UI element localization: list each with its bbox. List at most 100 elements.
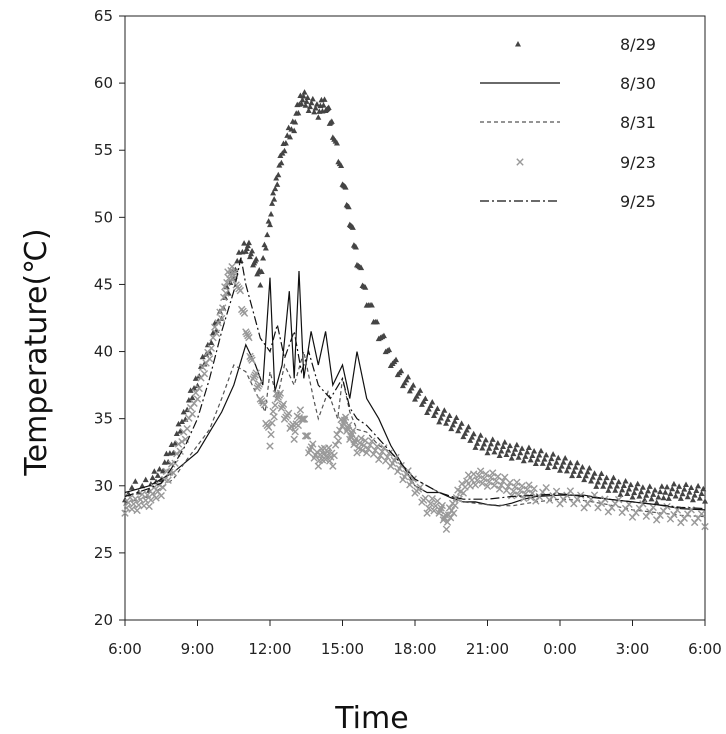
data-point: [483, 482, 492, 491]
data-point: [270, 413, 278, 421]
data-point: [600, 483, 607, 489]
data-point: [695, 482, 702, 489]
data-point: [586, 464, 593, 471]
data-point: [648, 495, 655, 502]
data-point: [320, 102, 327, 108]
data-point: [253, 255, 260, 262]
legend-item: 8/29: [515, 35, 656, 54]
data-point: [492, 477, 500, 485]
data-point: [572, 464, 579, 470]
data-point: [300, 93, 307, 99]
data-point: [614, 495, 623, 504]
data-point: [309, 440, 317, 448]
data-point: [294, 421, 303, 430]
data-point: [664, 483, 671, 490]
data-point: [301, 89, 308, 95]
data-point: [655, 494, 662, 500]
data-point: [663, 502, 671, 511]
data-point: [154, 472, 161, 478]
data-point: [425, 504, 433, 513]
data-point: [550, 451, 557, 457]
data-point: [642, 512, 651, 520]
data-point: [362, 449, 371, 457]
data-point: [349, 224, 356, 230]
data-point: [240, 309, 249, 317]
data-point: [674, 488, 681, 494]
data-point: [462, 430, 469, 436]
data-point: [330, 451, 338, 460]
data-point: [292, 118, 299, 125]
data-point: [255, 380, 263, 388]
data-point: [520, 457, 527, 464]
data-point: [442, 525, 451, 533]
data-point: [174, 440, 183, 448]
data-point: [124, 499, 133, 507]
data-point: [152, 494, 160, 502]
data-point: [490, 481, 499, 490]
data-point: [374, 318, 381, 325]
data-point: [660, 494, 667, 501]
y-tick-label: 35: [94, 410, 113, 428]
data-point: [501, 439, 508, 445]
series-line: [124, 257, 706, 510]
data-point: [681, 486, 688, 492]
data-point: [345, 203, 352, 210]
data-point: [180, 408, 187, 415]
data-point: [659, 507, 668, 515]
data-point: [193, 395, 202, 403]
data-point: [475, 436, 482, 442]
data-point: [649, 503, 657, 512]
data-point: [555, 454, 562, 461]
data-point: [636, 493, 643, 499]
data-point: [496, 452, 503, 458]
data-point: [368, 301, 375, 308]
data-point: [418, 401, 425, 407]
data-point: [577, 468, 584, 474]
data-point: [673, 506, 682, 514]
data-point: [581, 476, 588, 483]
data-point: [487, 440, 494, 447]
data-point: [173, 430, 180, 437]
data-point: [268, 419, 276, 427]
data-point: [475, 471, 483, 480]
data-point: [467, 437, 474, 443]
data-point: [702, 498, 708, 504]
data-point: [121, 509, 129, 517]
data-point: [598, 470, 605, 477]
data-point: [403, 376, 410, 383]
data-point: [446, 412, 453, 419]
data-point: [441, 407, 448, 413]
data-point: [248, 250, 255, 257]
data-point: [383, 453, 392, 461]
data-point: [517, 449, 524, 456]
data-point: [566, 487, 575, 495]
data-point: [428, 494, 436, 503]
data-point: [458, 420, 465, 426]
y-tick-label: 20: [94, 611, 113, 629]
data-point: [159, 467, 166, 474]
data-point: [308, 99, 315, 106]
data-point: [200, 369, 209, 378]
data-point: [279, 400, 288, 408]
data-point: [296, 406, 305, 414]
data-point: [329, 462, 337, 470]
data-point: [485, 478, 493, 486]
data-point: [262, 245, 269, 251]
data-point: [309, 95, 316, 102]
data-point: [495, 485, 504, 493]
x-tick-label: 21:00: [466, 640, 509, 658]
data-point: [658, 483, 665, 489]
x-tick-label: 6:00: [688, 640, 722, 658]
data-point: [534, 456, 541, 462]
data-point: [455, 495, 463, 503]
data-point: [352, 244, 359, 250]
data-point: [159, 483, 167, 492]
data-point: [272, 185, 279, 192]
data-point: [511, 483, 519, 491]
data-point: [481, 440, 488, 447]
data-point: [620, 482, 627, 488]
data-point: [639, 500, 647, 508]
data-point: [177, 428, 184, 434]
data-point: [551, 463, 558, 470]
data-point: [349, 426, 357, 435]
